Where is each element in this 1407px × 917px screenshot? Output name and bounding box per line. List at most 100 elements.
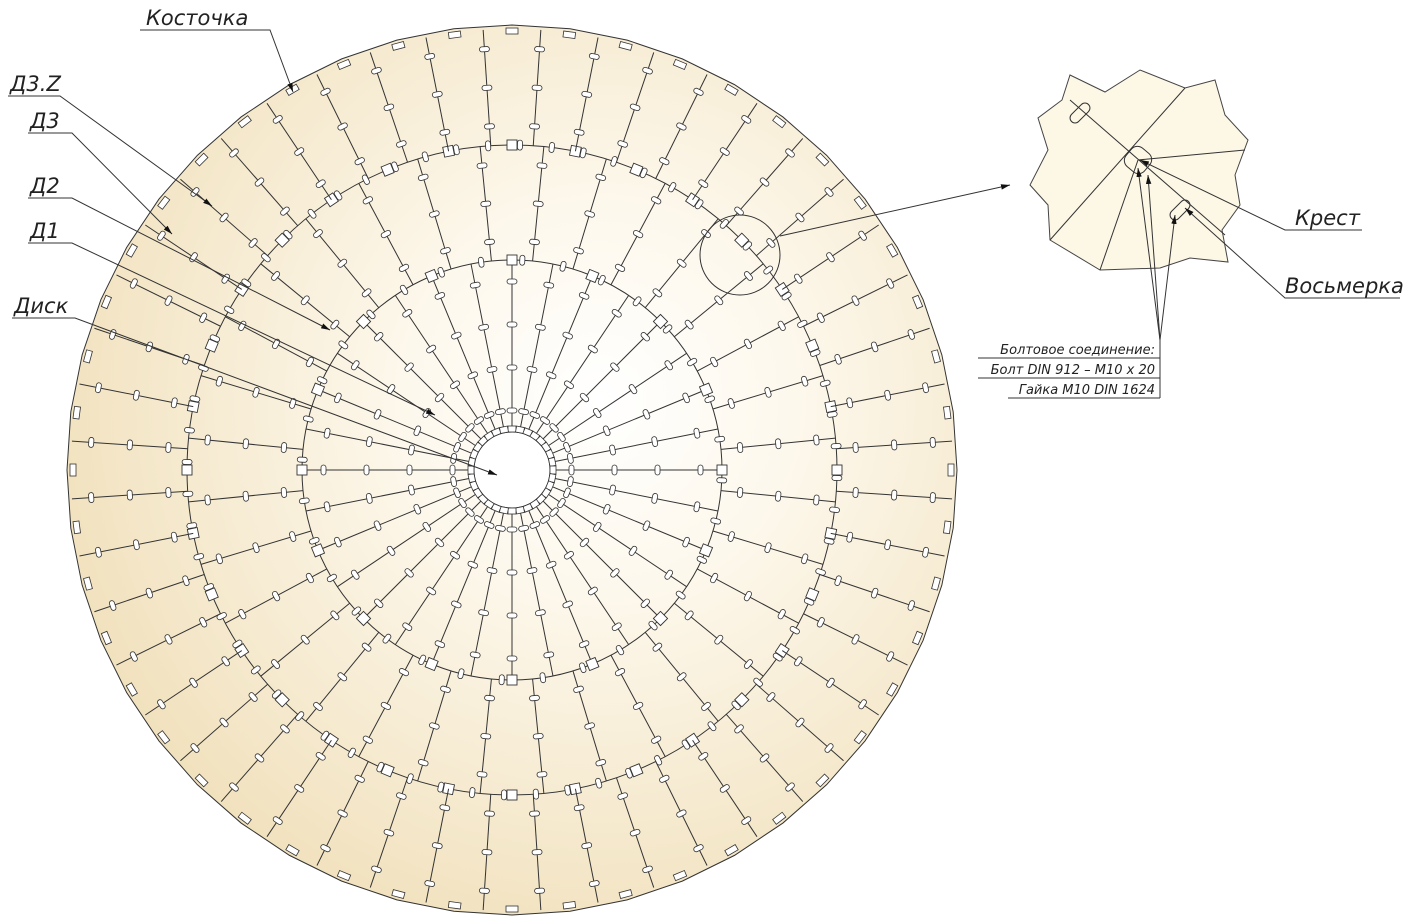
ring-slot <box>307 208 317 219</box>
bolt-slot <box>386 545 396 556</box>
edge-tab <box>237 115 252 129</box>
bolt-slot <box>764 542 772 553</box>
ring-slot <box>559 260 567 272</box>
bolt-slot <box>824 743 834 753</box>
bolt-slot <box>305 356 314 368</box>
bolt-slot <box>549 507 559 517</box>
ring-slot <box>648 620 658 631</box>
bolt-slot <box>629 828 641 837</box>
ring-slot <box>216 612 227 621</box>
ring-slot <box>704 395 715 403</box>
ring-slot <box>819 379 831 387</box>
bolt-slot <box>532 733 544 740</box>
spoke <box>431 275 498 436</box>
bolt-slot <box>402 308 413 318</box>
bolt-slot <box>743 659 753 669</box>
edge-tab <box>815 152 830 167</box>
bolt-slot <box>478 609 489 617</box>
edge-tab <box>618 889 633 899</box>
bolt-slot <box>714 634 724 645</box>
edge-tab <box>69 463 77 477</box>
ring-slot <box>298 497 310 505</box>
bolt-slot <box>221 656 230 667</box>
bolt-slot <box>858 230 867 241</box>
bolt-slot <box>886 651 895 662</box>
bolt-slot <box>506 655 518 662</box>
cross-node <box>585 656 600 672</box>
edge-tab <box>618 41 633 51</box>
bolt-slot <box>204 434 211 446</box>
ring-slot <box>437 267 445 278</box>
bolt-slot <box>333 392 342 404</box>
bolt-slot <box>408 444 415 456</box>
spoke <box>337 490 481 588</box>
spoke <box>305 428 475 464</box>
bolt-slot <box>664 360 674 371</box>
edge-tab <box>72 405 81 420</box>
bolt-slot <box>486 366 498 373</box>
bolt-slot <box>238 609 247 620</box>
ring-slot <box>632 296 642 307</box>
ring-slot <box>532 788 539 800</box>
ring-slot <box>772 652 783 662</box>
bolt-slot <box>566 476 574 487</box>
edge-tab <box>911 630 924 646</box>
bolt-slot <box>95 546 102 558</box>
ring-slot <box>823 537 835 545</box>
edge-tab <box>194 152 209 167</box>
cross-node <box>380 162 395 177</box>
bolt-slot <box>495 408 506 416</box>
ring-slot <box>498 674 505 686</box>
bolt-slot <box>272 115 283 124</box>
bolt-slot <box>529 521 540 529</box>
ring-slot <box>189 395 201 403</box>
edge-tab <box>853 730 867 745</box>
bolt-slot <box>698 179 709 188</box>
spoke <box>546 389 707 456</box>
edge-tab <box>83 576 93 591</box>
ring-slot <box>548 142 555 153</box>
ring-slot <box>193 553 205 561</box>
bolt-slot <box>424 53 436 60</box>
bolt-slot <box>313 701 323 711</box>
ring-slot <box>320 730 330 741</box>
spoke <box>543 352 687 450</box>
bolt-slot <box>506 364 518 371</box>
cross-node <box>355 313 372 330</box>
ring-slot <box>719 219 729 229</box>
bolt-slot <box>431 842 443 850</box>
edge-tab <box>911 294 924 310</box>
ring-slot <box>347 747 356 758</box>
cross-node <box>310 543 326 558</box>
ring-slot <box>564 784 571 796</box>
bolt-slot <box>289 398 297 409</box>
bolt-slot <box>701 701 711 711</box>
ring-slot <box>517 139 523 151</box>
bolt-slot <box>652 288 663 298</box>
ring-slot <box>501 789 507 801</box>
bolt-slot <box>659 774 670 783</box>
bolt-slot <box>484 411 495 419</box>
bolt-slot <box>540 416 551 425</box>
bolt-slot <box>710 356 719 368</box>
bolt-slot <box>684 610 694 621</box>
bolt-slot <box>579 537 590 548</box>
bolt-slot <box>380 701 392 710</box>
ring-slot <box>418 654 427 665</box>
label: Д2 <box>29 174 60 198</box>
edge-tab <box>724 83 739 96</box>
ring-slot <box>295 711 305 721</box>
bolt-slot <box>614 668 626 677</box>
bolt-slot <box>271 659 281 669</box>
bolt-slot <box>929 437 936 448</box>
bolt-slot <box>323 501 331 513</box>
bolt-slot <box>563 550 574 560</box>
edge-tab <box>931 349 941 364</box>
bolt-slot <box>170 397 178 409</box>
bolt-slot <box>458 431 467 442</box>
bolt-slot <box>484 810 495 817</box>
cross-node <box>629 763 644 778</box>
bolt-slot <box>354 774 365 783</box>
bolt-slot <box>907 329 915 340</box>
